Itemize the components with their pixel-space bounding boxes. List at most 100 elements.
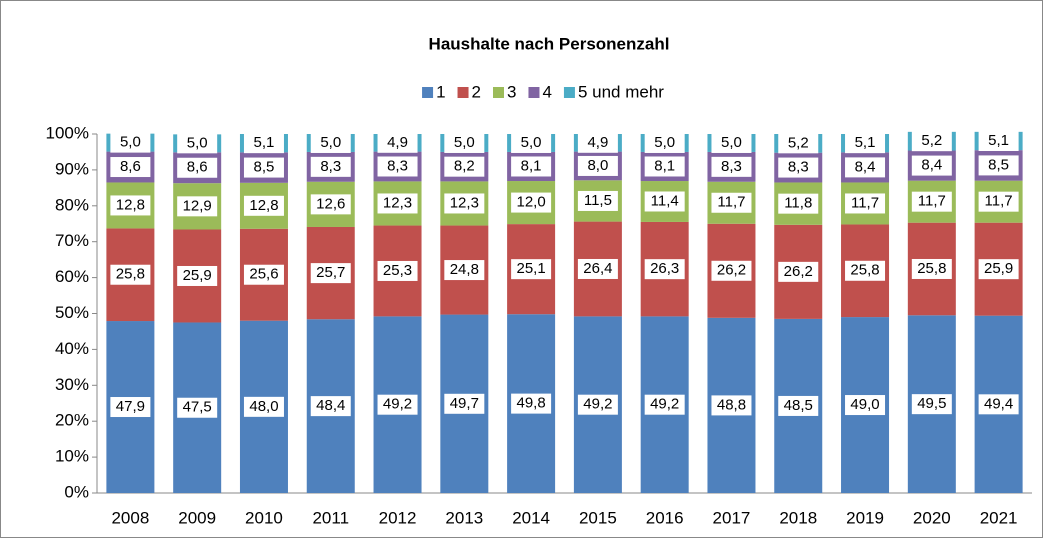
- x-tick-label: 2013: [445, 508, 483, 527]
- legend-swatch: [493, 87, 504, 98]
- data-label-bg: [711, 192, 752, 213]
- data-label: 5,1: [855, 134, 876, 151]
- data-label-bg: [310, 194, 351, 215]
- data-label-bg: [978, 259, 1019, 280]
- data-label-bg: [577, 190, 618, 211]
- data-label: 8,0: [587, 157, 608, 174]
- data-label-bg: [110, 132, 151, 153]
- data-label: 8,3: [788, 159, 809, 176]
- data-label: 12,3: [383, 194, 412, 211]
- data-label: 5,0: [521, 134, 542, 151]
- data-label: 8,4: [855, 158, 876, 175]
- data-label-bg: [177, 157, 218, 178]
- legend-label: 4: [542, 82, 551, 101]
- data-label-bg: [577, 394, 618, 415]
- data-label-bg: [845, 133, 886, 154]
- data-label: 5,1: [988, 132, 1009, 149]
- data-label-bg: [577, 132, 618, 153]
- data-label: 25,8: [917, 260, 946, 277]
- data-label-bg: [911, 394, 952, 415]
- y-tick-label: 40%: [55, 339, 89, 358]
- data-label: 49,8: [517, 395, 546, 412]
- data-label-bg: [644, 156, 685, 177]
- data-label-bg: [845, 193, 886, 214]
- data-label: 12,6: [316, 195, 345, 212]
- data-label-bg: [845, 395, 886, 416]
- data-label: 5,0: [721, 134, 742, 151]
- data-label: 8,4: [921, 157, 942, 174]
- data-label: 11,4: [651, 192, 679, 209]
- data-label: 47,9: [116, 398, 145, 415]
- data-label: 5,0: [454, 134, 475, 151]
- data-label: 25,6: [249, 266, 278, 283]
- data-label: 5,2: [788, 134, 809, 151]
- data-label: 49,5: [917, 395, 946, 412]
- y-tick-label: 10%: [55, 447, 89, 466]
- data-label: 24,8: [450, 261, 479, 278]
- x-tick-label: 2020: [913, 508, 951, 527]
- data-label: 48,8: [717, 396, 746, 413]
- data-label: 12,8: [249, 197, 278, 214]
- data-label: 11,7: [918, 193, 946, 210]
- data-label: 11,7: [851, 194, 879, 211]
- data-label: 11,7: [717, 194, 745, 211]
- data-label: 8,3: [721, 158, 742, 175]
- x-tick-label: 2018: [779, 508, 817, 527]
- data-label: 25,9: [183, 267, 212, 284]
- data-label-bg: [243, 157, 284, 178]
- data-label: 49,2: [383, 396, 412, 413]
- data-label: 12,0: [517, 194, 546, 211]
- data-label-bg: [778, 157, 819, 178]
- data-label: 26,4: [583, 260, 612, 277]
- x-tick-label: 2011: [312, 508, 349, 527]
- data-label-bg: [177, 265, 218, 286]
- data-label-bg: [778, 133, 819, 154]
- data-label: 8,1: [521, 157, 542, 174]
- data-label-bg: [778, 261, 819, 282]
- x-tick-label: 2008: [111, 508, 149, 527]
- data-label-bg: [711, 156, 752, 177]
- data-label: 47,5: [183, 399, 212, 416]
- data-label: 8,1: [654, 157, 675, 174]
- data-label-bg: [444, 260, 485, 281]
- data-label-bg: [177, 196, 218, 217]
- data-label-bg: [243, 195, 284, 216]
- data-label: 5,0: [187, 134, 208, 151]
- x-tick-label: 2019: [846, 508, 884, 527]
- data-label-bg: [310, 263, 351, 284]
- data-label-bg: [577, 155, 618, 176]
- x-tick-label: 2017: [713, 508, 751, 527]
- data-label: 48,4: [316, 397, 345, 414]
- data-label: 11,5: [584, 192, 612, 209]
- data-label: 25,3: [383, 262, 412, 279]
- data-label: 11,7: [985, 193, 1013, 210]
- y-tick-label: 70%: [55, 231, 89, 250]
- data-label-bg: [511, 156, 552, 177]
- data-label-bg: [377, 394, 418, 415]
- data-label-bg: [377, 193, 418, 214]
- data-label-bg: [511, 393, 552, 414]
- data-label: 5,0: [120, 134, 141, 151]
- data-label: 8,6: [187, 159, 208, 176]
- data-label-bg: [177, 133, 218, 154]
- data-label: 8,6: [120, 158, 141, 175]
- data-label-bg: [377, 132, 418, 153]
- data-label-bg: [711, 395, 752, 416]
- legend-label: 2: [472, 82, 481, 101]
- data-label-bg: [644, 191, 685, 212]
- data-label-bg: [243, 264, 284, 285]
- legend-label: 3: [507, 82, 516, 101]
- data-label-bg: [577, 258, 618, 279]
- data-label: 8,5: [988, 156, 1009, 173]
- data-label-bg: [778, 395, 819, 416]
- data-label-bg: [978, 191, 1019, 212]
- data-label-bg: [644, 132, 685, 153]
- data-label-bg: [310, 132, 351, 153]
- data-label: 25,7: [316, 264, 345, 281]
- data-label: 49,2: [583, 396, 612, 413]
- data-label-bg: [444, 193, 485, 214]
- data-label: 26,2: [784, 263, 813, 280]
- data-label: 8,5: [254, 159, 275, 176]
- data-label: 49,0: [850, 396, 879, 413]
- data-label-bg: [310, 396, 351, 417]
